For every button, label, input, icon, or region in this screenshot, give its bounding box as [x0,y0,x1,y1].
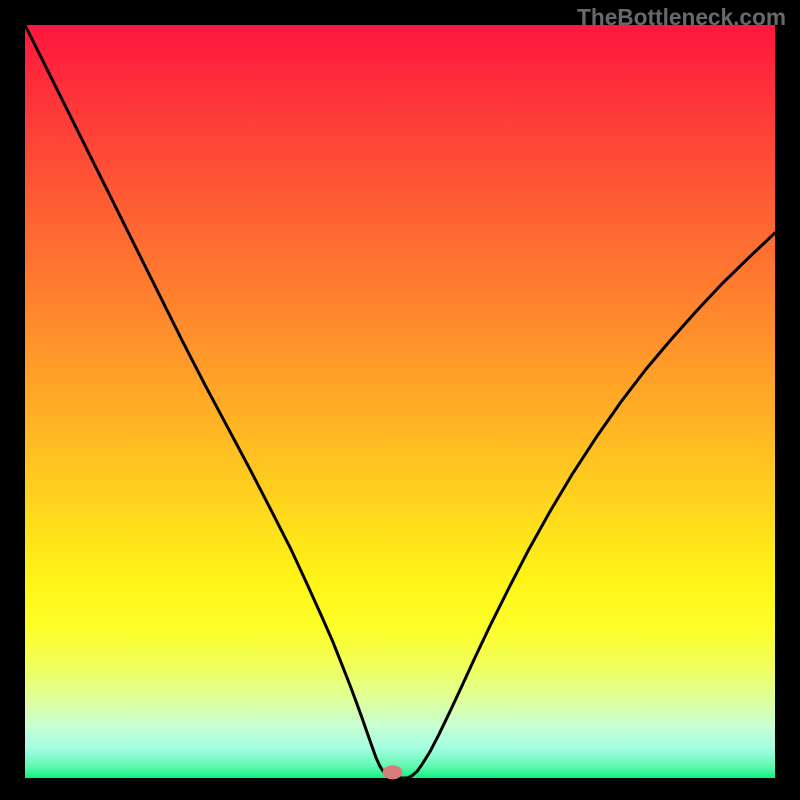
watermark-text: TheBottleneck.com [577,4,786,31]
optimal-marker [383,765,403,779]
plot-area [25,25,775,778]
